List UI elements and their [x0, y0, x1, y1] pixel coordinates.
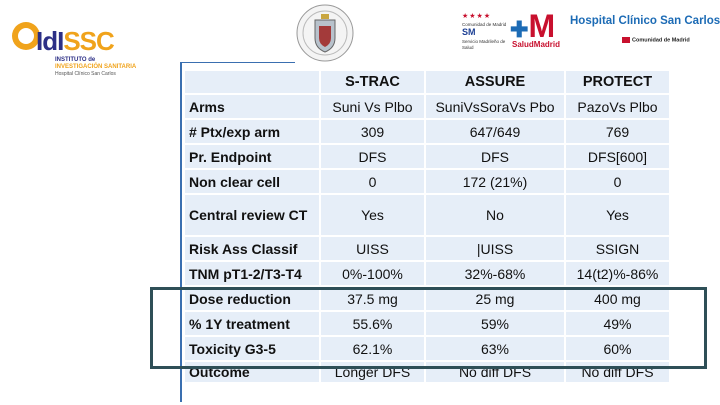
comparison-table: S-TRAC ASSURE PROTECT Arms Suni Vs Plbo …	[183, 69, 671, 384]
sermas-text: Servicio Madrileño de Salud	[462, 39, 506, 50]
table-cell: No	[424, 193, 566, 237]
table-cell: 14(t2)%-86%	[564, 260, 671, 287]
table-cell: DFS[600]	[564, 143, 671, 170]
table-row: Risk Ass Classif UISS |UISS SSIGN	[183, 235, 671, 262]
hospital-clinico-logo: ✚M Hospital Clínico San Carlos SaludMadr…	[510, 8, 720, 50]
table-cell: 309	[319, 118, 426, 145]
flag-icon	[622, 37, 630, 43]
table-cell: 647/649	[424, 118, 566, 145]
trial-comparison-table: S-TRAC ASSURE PROTECT Arms Suni Vs Plbo …	[183, 69, 671, 384]
salud-madrid-mark: ✚M	[510, 8, 556, 44]
stars-icon: ★★★★	[462, 13, 492, 20]
table-cell: 0	[319, 168, 426, 195]
table-cell: DFS	[424, 143, 566, 170]
highlight-box	[150, 287, 707, 369]
table-row: Arms Suni Vs Plbo SuniVsSoraVs Pbo PazoV…	[183, 93, 671, 120]
table-cell: Yes	[564, 193, 671, 237]
table-cell: |UISS	[424, 235, 566, 262]
cross-icon: ✚	[510, 17, 529, 42]
header-corner	[183, 69, 321, 95]
column-header-assure: ASSURE	[424, 69, 566, 95]
table-row: Pr. Endpoint DFS DFS DFS[600]	[183, 143, 671, 170]
table-cell: SuniVsSoraVs Pbo	[424, 93, 566, 120]
row-label: Arms	[183, 93, 321, 120]
table-cell: 62.1%	[319, 335, 426, 362]
idissc-line1: INSTITUTO de	[55, 57, 96, 63]
row-label: Risk Ass Classif	[183, 235, 321, 262]
idissc-logo: IdISSC INSTITUTO de INVESTIGACIÓN SANITA…	[10, 12, 137, 77]
table-cell: 49%	[564, 310, 671, 337]
table-row: Central review CT Yes No Yes	[183, 193, 671, 237]
idissc-line2: INVESTIGACIÓN SANITARIA	[55, 64, 137, 70]
row-label: TNM pT1-2/T3-T4	[183, 260, 321, 287]
row-label: Central review CT	[183, 193, 321, 237]
row-label: Outcome	[183, 360, 321, 384]
idissc-brand: IdISSC	[36, 26, 115, 56]
table-cell: 60%	[564, 335, 671, 362]
table-cell: 59%	[424, 310, 566, 337]
row-label: Pr. Endpoint	[183, 143, 321, 170]
table-cell: Suni Vs Plbo	[319, 93, 426, 120]
university-seal-icon	[296, 4, 354, 62]
comunidad-madrid-logo: ★★★★ Comunidad de Madrid SM Servicio Mad…	[462, 12, 514, 52]
table-row: # Ptx/exp arm 309 647/649 769	[183, 118, 671, 145]
table-cell: 0%-100%	[319, 260, 426, 287]
hospital-name: Hospital Clínico San Carlos	[570, 15, 720, 27]
table-row: Outcome Longer DFS No diff DFS No diff D…	[183, 360, 671, 384]
table-cell: PazoVs Plbo	[564, 93, 671, 120]
table-cell: Yes	[319, 193, 426, 237]
idissc-mark-icon	[12, 22, 40, 50]
table-cell: 55.6%	[319, 310, 426, 337]
row-label: % 1Y treatment	[183, 310, 321, 337]
row-label: Toxicity G3-5	[183, 335, 321, 362]
row-label: Non clear cell	[183, 168, 321, 195]
column-header-protect: PROTECT	[564, 69, 671, 95]
row-label: # Ptx/exp arm	[183, 118, 321, 145]
slide-frame-left	[180, 62, 182, 402]
idissc-line3: Hospital Clínico San Carlos	[55, 71, 116, 77]
table-cell: 172 (21%)	[424, 168, 566, 195]
salud-madrid-text: SaludMadrid	[512, 40, 561, 49]
sermas-mark: SM	[462, 27, 476, 37]
table-cell: 32%-68%	[424, 260, 566, 287]
table-cell: SSIGN	[564, 235, 671, 262]
table-row: % 1Y treatment 55.6% 59% 49%	[183, 310, 671, 337]
table-cell: UISS	[319, 235, 426, 262]
table-row: Toxicity G3-5 62.1% 63% 60%	[183, 335, 671, 362]
slide-frame-top	[180, 62, 295, 63]
column-header-s-trac: S-TRAC	[319, 69, 426, 95]
table-cell: DFS	[319, 143, 426, 170]
table-row: Non clear cell 0 172 (21%) 0	[183, 168, 671, 195]
table-cell: 769	[564, 118, 671, 145]
header-row: S-TRAC ASSURE PROTECT	[183, 69, 671, 95]
table-row: TNM pT1-2/T3-T4 0%-100% 32%-68% 14(t2)%-…	[183, 260, 671, 287]
comunidad-madrid-text: Comunidad de Madrid	[622, 37, 690, 43]
table-cell: 63%	[424, 335, 566, 362]
comunidad-text: Comunidad de Madrid	[462, 22, 507, 27]
table-cell: 0	[564, 168, 671, 195]
